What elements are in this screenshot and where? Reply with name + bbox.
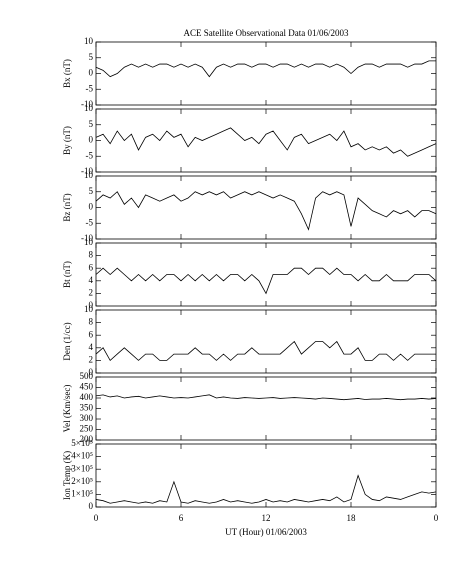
y-tick-label: 10 — [84, 170, 94, 180]
y-tick-label: 8 — [89, 250, 94, 260]
y-tick-label: 5 — [89, 52, 94, 62]
y-tick-label: 350 — [80, 403, 94, 413]
y-tick-label: -5 — [86, 150, 94, 160]
x-axis-label: UT (Hour) 01/06/2003 — [225, 527, 307, 537]
y-tick-label: 10 — [84, 103, 94, 113]
y-tick-label: 0 — [89, 367, 94, 377]
y-tick-label: -10 — [81, 233, 93, 243]
y-tick-label: 300 — [80, 413, 94, 423]
y-axis-label: Den (1/cc) — [62, 322, 72, 360]
y-tick-label: 5×10⁵ — [71, 438, 93, 448]
y-tick-label: 450 — [80, 382, 94, 392]
y-tick-label: 10 — [84, 237, 94, 247]
y-axis-label: Ion Temp (K) — [62, 451, 72, 500]
y-tick-label: 10 — [84, 304, 94, 314]
y-axis-label: Bx (nT) — [62, 59, 72, 88]
y-tick-label: 5 — [89, 119, 94, 129]
data-line — [95, 60, 436, 78]
panel-frame — [95, 309, 437, 374]
y-tick-label: 4×10⁵ — [71, 451, 93, 461]
panel-frame — [95, 108, 437, 173]
y-axis-label: Bz (nT) — [62, 193, 72, 221]
y-tick-label: -10 — [81, 166, 93, 176]
y-tick-label: 4 — [89, 342, 94, 352]
panel-frame — [95, 41, 437, 106]
y-tick-label: 10 — [84, 36, 94, 46]
panel-frame — [95, 175, 437, 240]
y-tick-label: 2×10⁵ — [71, 476, 93, 486]
y-tick-label: 250 — [80, 424, 94, 434]
y-tick-label: 5 — [89, 186, 94, 196]
data-line — [95, 340, 436, 362]
y-tick-label: 0 — [89, 300, 94, 310]
data-line — [95, 191, 437, 231]
x-tick-label: 0 — [94, 513, 99, 523]
y-axis-label: By (nT) — [62, 126, 72, 155]
y-tick-label: 400 — [80, 392, 94, 402]
y-tick-label: -5 — [86, 83, 94, 93]
data-line — [95, 474, 437, 504]
y-tick-label: 200 — [80, 434, 94, 444]
y-tick-label: 0 — [89, 202, 94, 212]
y-tick-label: 2 — [89, 354, 94, 364]
data-line — [95, 127, 437, 157]
y-tick-label: 4 — [89, 275, 94, 285]
y-tick-label: 2 — [89, 287, 94, 297]
y-tick-label: 1×10⁵ — [71, 488, 93, 498]
x-tick-label: 0 — [434, 513, 439, 523]
y-tick-label: 6 — [89, 329, 94, 339]
data-line — [95, 394, 437, 401]
y-axis-label: Bt (nT) — [62, 261, 72, 288]
y-tick-label: 8 — [89, 317, 94, 327]
x-tick-label: 18 — [347, 513, 357, 523]
x-tick-label: 12 — [262, 513, 271, 523]
panel-frame — [95, 242, 437, 307]
panel-frame — [95, 376, 437, 441]
y-tick-label: 3×10⁵ — [71, 463, 93, 473]
y-tick-label: 500 — [80, 371, 94, 381]
y-axis-label: Vel (Km/sec) — [62, 385, 72, 433]
y-tick-label: 0 — [89, 135, 94, 145]
data-line — [95, 267, 437, 295]
y-tick-label: 0 — [89, 68, 94, 78]
x-tick-label: 6 — [179, 513, 184, 523]
y-tick-label: 6 — [89, 262, 94, 272]
chart-title: ACE Satellite Observational Data 01/06/2… — [184, 28, 349, 38]
y-tick-label: 0 — [89, 501, 94, 511]
y-tick-label: -10 — [81, 99, 93, 109]
y-tick-label: -5 — [86, 217, 94, 227]
